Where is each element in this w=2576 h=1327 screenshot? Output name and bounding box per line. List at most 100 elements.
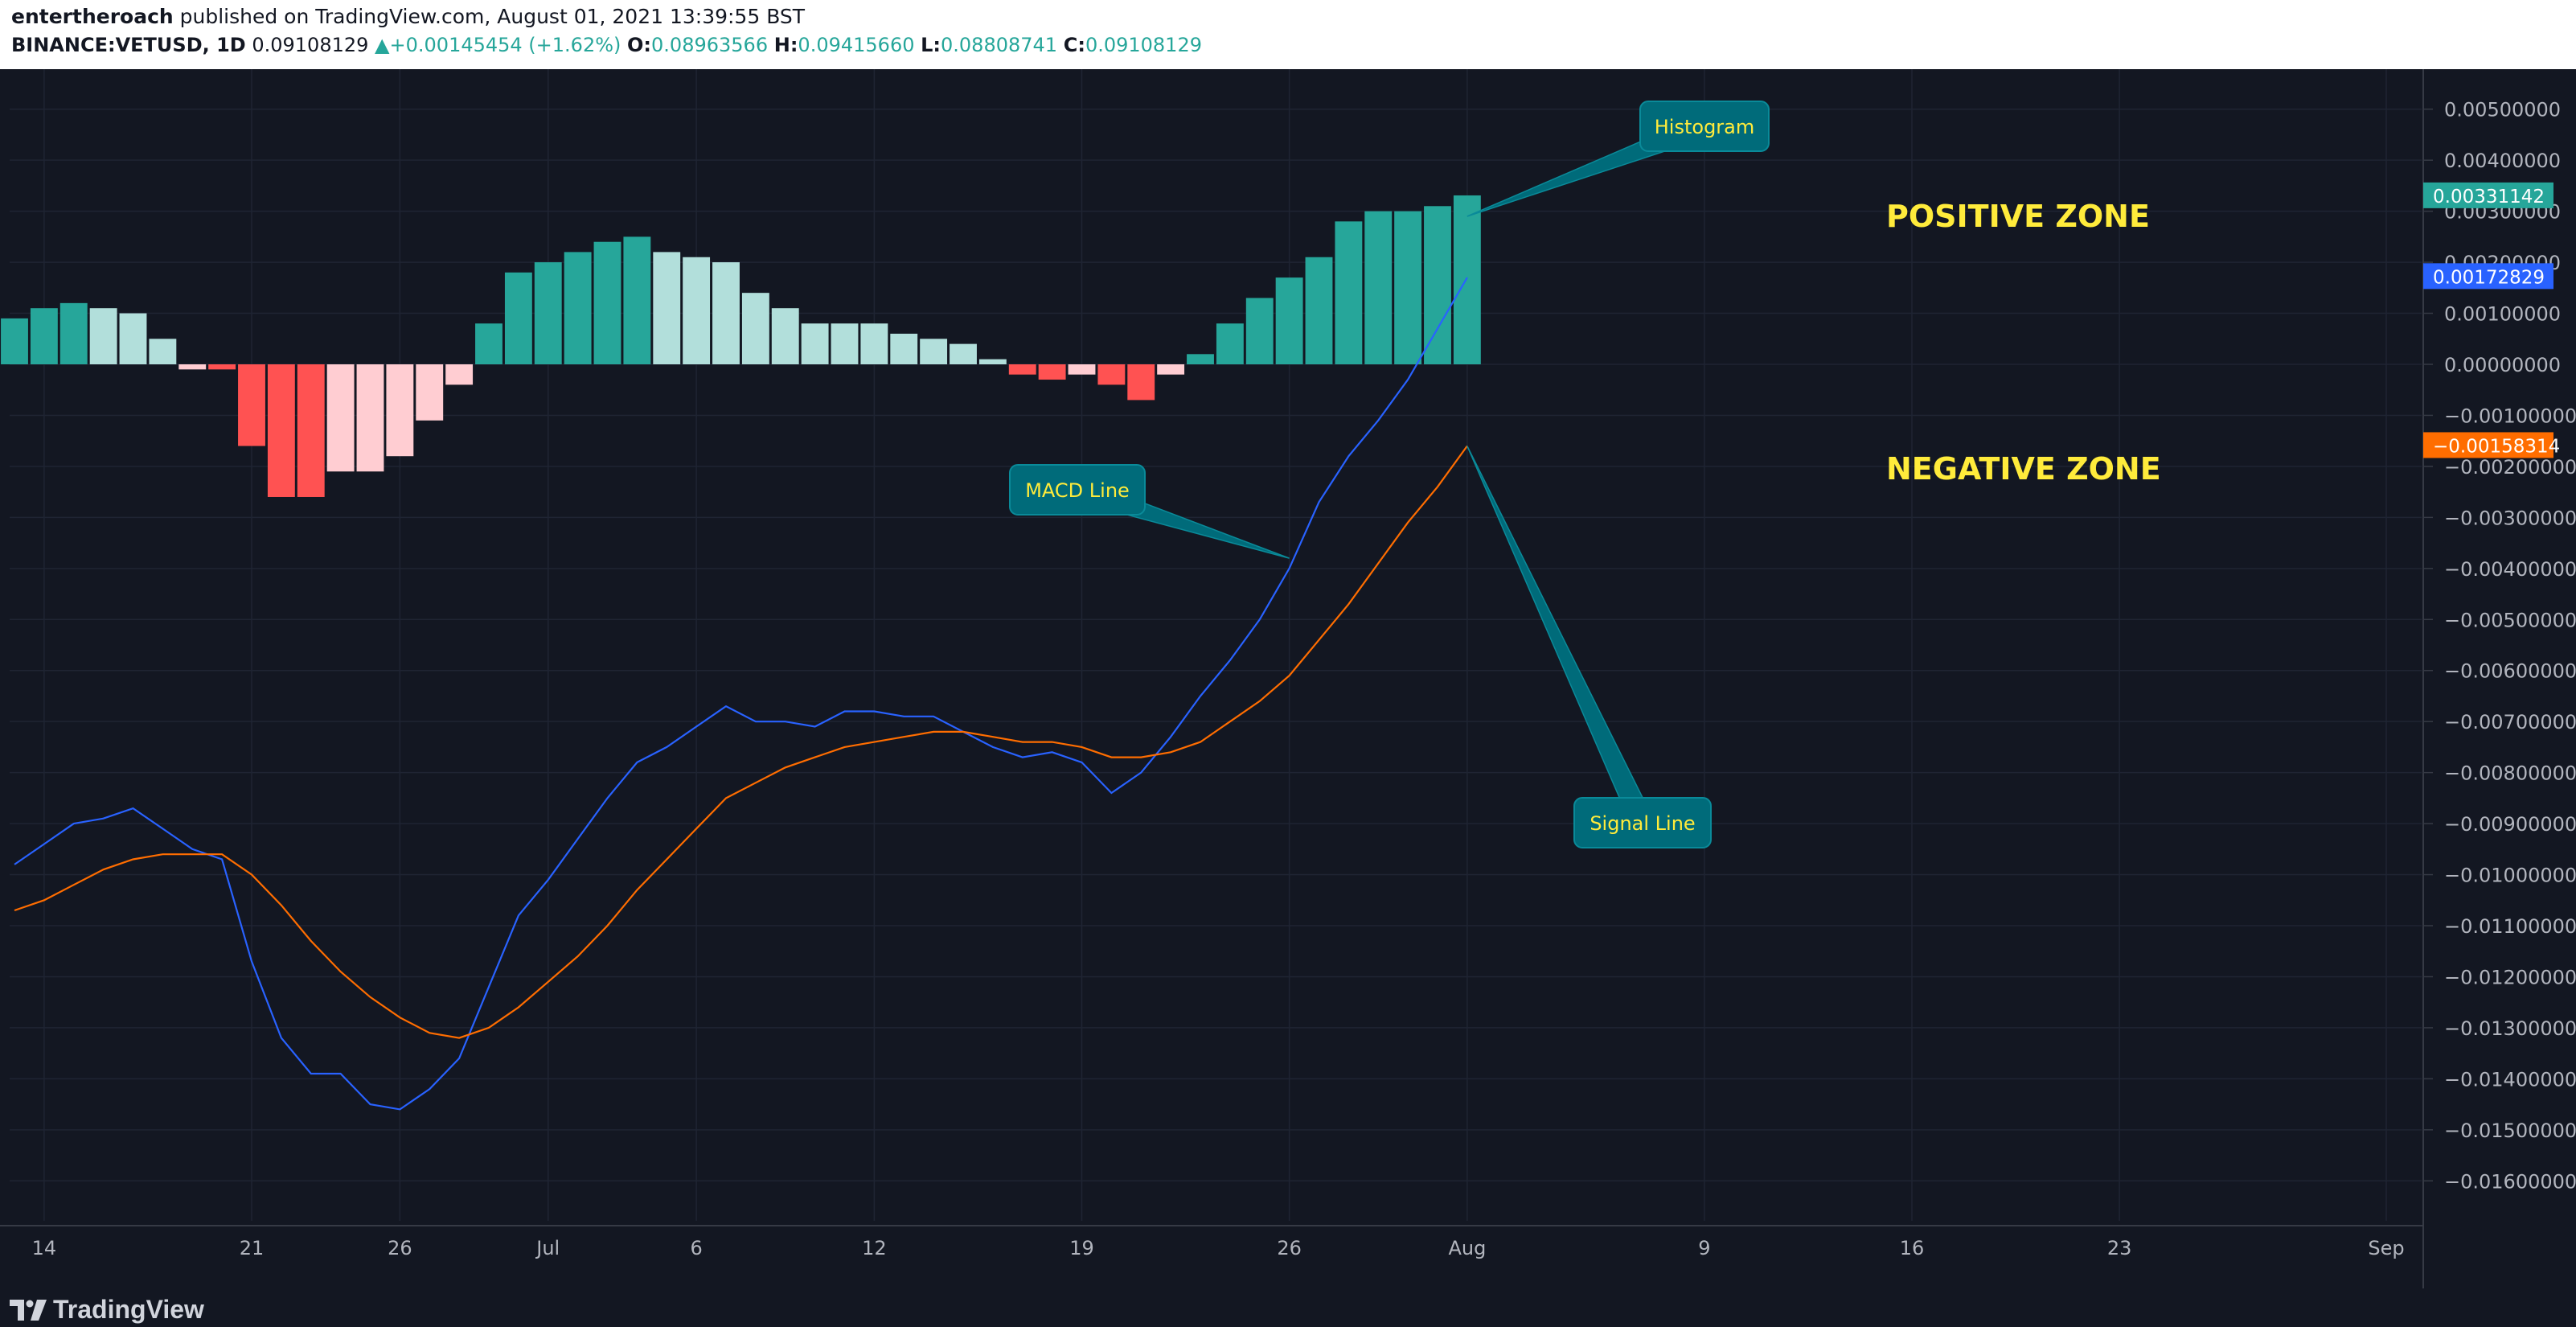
chart-footer: TradingView <box>0 1288 2576 1327</box>
change-arrow-icon: ▲ <box>375 34 390 56</box>
price-change: +0.00145454 (+1.62%) <box>389 34 621 56</box>
histogram-bar <box>386 364 414 457</box>
histogram-bar <box>267 364 295 497</box>
author-name[interactable]: entertheroach <box>11 5 174 28</box>
x-tick-label: 21 <box>240 1237 265 1259</box>
close-value: 0.09108129 <box>1085 34 1202 56</box>
annotation-callout[interactable]: MACD Line <box>1009 464 1290 559</box>
histogram-bar <box>89 308 117 364</box>
histogram-bar <box>1394 211 1422 364</box>
x-tick-label: 19 <box>1069 1237 1094 1259</box>
tradingview-logo-icon <box>10 1299 47 1321</box>
histogram-bar <box>326 364 355 472</box>
histogram-bar <box>149 339 177 364</box>
histogram-bar <box>564 252 592 364</box>
histogram-bar <box>1245 298 1274 364</box>
price-label: 0.00172829 <box>2423 263 2553 290</box>
price-label-box <box>2423 182 2553 208</box>
y-tick-label: −0.01600000 <box>2444 1170 2576 1193</box>
histogram-bar <box>297 364 325 497</box>
y-tick-label: −0.00200000 <box>2444 456 2576 479</box>
macd-chart[interactable]: 0.005000000.004000000.003000000.00200000… <box>0 69 2576 1288</box>
y-tick-label: −0.01000000 <box>2444 865 2576 887</box>
x-tick-label: 14 <box>32 1237 57 1259</box>
y-tick-label: −0.00800000 <box>2444 762 2576 785</box>
close-label: C: <box>1063 34 1085 56</box>
callout-box <box>1009 464 1146 516</box>
zone-label: POSITIVE ZONE <box>1886 199 2150 234</box>
histogram-bar <box>30 308 58 364</box>
callout-box <box>1639 101 1770 152</box>
histogram-bar <box>208 364 236 370</box>
low-value: 0.08808741 <box>941 34 1058 56</box>
histogram-bar <box>712 262 740 364</box>
y-tick-label: 0.00100000 <box>2444 303 2561 326</box>
y-tick-label: −0.00300000 <box>2444 507 2576 529</box>
zone-label: NEGATIVE ZONE <box>1886 451 2161 487</box>
tradingview-logo[interactable]: TradingView <box>10 1295 204 1325</box>
macd-line <box>14 277 1468 1111</box>
histogram-bar <box>504 272 532 364</box>
ohlc-legend: BINANCE:VETUSD, 1D 0.09108129 ▲+0.001454… <box>11 34 1202 56</box>
histogram-bar <box>1068 364 1096 375</box>
price-label: −0.00158314 <box>2423 432 2560 458</box>
histogram-bar <box>445 364 474 385</box>
histogram-bar <box>1453 195 1481 364</box>
histogram-bar <box>1335 221 1363 364</box>
publication-byline: entertheroach published on TradingView.c… <box>11 5 805 28</box>
histogram-bar <box>771 308 799 364</box>
x-tick-label: 23 <box>2107 1237 2132 1259</box>
histogram-bar <box>920 339 948 364</box>
y-tick-label: −0.01500000 <box>2444 1120 2576 1142</box>
histogram-bar <box>1038 364 1066 380</box>
x-tick-label: Jul <box>535 1237 560 1259</box>
histogram-bar <box>593 241 621 364</box>
histogram-bar <box>950 343 977 364</box>
price-label-text: 0.00331142 <box>2433 187 2545 207</box>
open-label: O: <box>627 34 652 56</box>
y-tick-label: 0.00000000 <box>2444 354 2561 376</box>
x-tick-label: 26 <box>1277 1237 1302 1259</box>
histogram-bar <box>1097 364 1126 385</box>
histogram-bar <box>178 364 207 370</box>
histogram-bar <box>801 323 829 364</box>
tradingview-brand: TradingView <box>53 1295 204 1324</box>
chart-background <box>0 69 2576 1288</box>
high-value: 0.09415660 <box>798 34 915 56</box>
histogram-bar <box>683 257 711 364</box>
histogram-bar <box>119 313 147 364</box>
annotation-callout[interactable]: Signal Line <box>1466 446 1712 848</box>
annotation-callout[interactable]: Histogram <box>1466 101 1770 217</box>
y-tick-label: −0.01100000 <box>2444 915 2576 938</box>
callout-box <box>1573 797 1712 848</box>
y-tick-label: −0.01300000 <box>2444 1017 2576 1040</box>
histogram-bar <box>1305 257 1333 364</box>
histogram-bar <box>1216 323 1244 364</box>
y-tick-label: −0.00700000 <box>2444 711 2576 733</box>
y-tick-label: −0.01200000 <box>2444 966 2576 988</box>
chart-header: entertheroach published on TradingView.c… <box>0 0 2576 69</box>
histogram-bar <box>1275 277 1303 364</box>
signal-line <box>14 445 1468 1039</box>
histogram-bar <box>534 262 562 364</box>
price-label-text: 0.00172829 <box>2433 267 2545 288</box>
high-label: H: <box>773 34 798 56</box>
histogram-bar <box>356 364 384 472</box>
histogram-bar <box>860 323 888 364</box>
callout-label: Signal Line <box>1589 812 1695 835</box>
low-label: L: <box>921 34 941 56</box>
y-tick-label: −0.00400000 <box>2444 558 2576 581</box>
callout-label: MACD Line <box>1025 479 1130 502</box>
histogram-bar <box>238 364 265 446</box>
histogram-bar <box>623 236 651 364</box>
histogram-bar <box>831 323 859 364</box>
histogram-bar <box>1157 364 1185 375</box>
x-tick-label: 16 <box>1900 1237 1925 1259</box>
open-value: 0.08963566 <box>651 34 769 56</box>
chart-area[interactable]: 0.00500000 0.00400000 0.00300000 0.00200000… <box>0 69 2576 1288</box>
histogram-bar <box>1127 364 1155 401</box>
histogram-bar <box>978 359 1007 364</box>
histogram-bar <box>416 364 444 421</box>
y-tick-label: 0.00500000 <box>2444 99 2561 121</box>
symbol-label[interactable]: BINANCE:VETUSD, 1D <box>11 34 246 56</box>
